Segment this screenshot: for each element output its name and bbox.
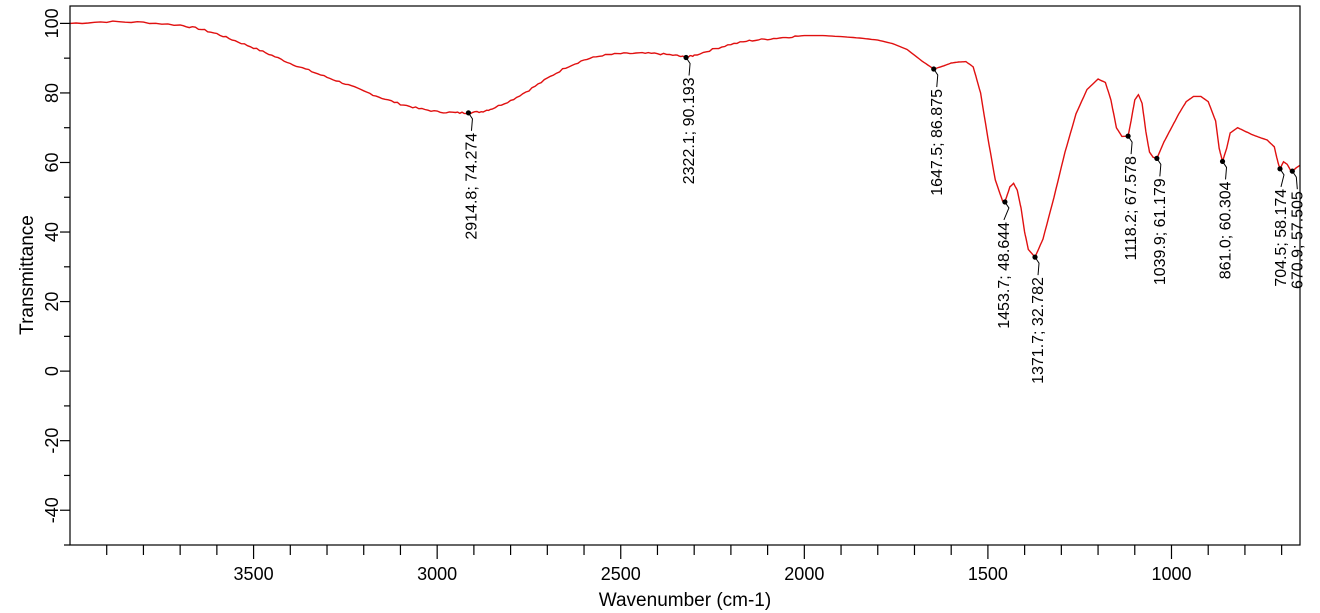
y-tick-label: 60 — [42, 152, 62, 172]
y-axis-title: Transmittance — [17, 215, 38, 335]
peak-label: 2322.1; 90.193 — [681, 77, 698, 184]
x-axis-title: Wavenumber (cm-1) — [599, 590, 771, 611]
x-tick-label: 1500 — [968, 564, 1008, 584]
peak-leader — [1222, 161, 1228, 180]
plot-frame — [69, 5, 1301, 546]
y-axis-ticks: -40 -20 0 20 40 60 80 100 — [42, 8, 70, 546]
y-tick-label: -20 — [42, 428, 62, 454]
peak-leader — [1279, 168, 1285, 187]
peak-leader — [1291, 170, 1298, 190]
peak-label: 2914.8; 74.274 — [463, 133, 480, 240]
peak-annotation: 670.9; 57.505 — [1289, 168, 1306, 289]
peak-label: 670.9; 57.505 — [1289, 191, 1306, 289]
peak-label: 861.0; 60.304 — [1218, 181, 1235, 279]
peak-annotation: 1039.9; 61.179 — [1152, 155, 1169, 285]
peak-leader — [1034, 256, 1040, 276]
peak-annotation: 2322.1; 90.193 — [681, 54, 698, 184]
peak-label: 1647.5; 86.875 — [929, 89, 946, 196]
peak-marker — [1219, 158, 1226, 165]
peak-leader — [1127, 135, 1133, 155]
y-tick-label: 100 — [42, 8, 62, 38]
peak-leader — [1156, 158, 1162, 177]
peak-marker — [1154, 155, 1160, 161]
x-tick-label: 2000 — [784, 564, 824, 584]
peak-leader — [933, 68, 939, 88]
y-tick-label: 40 — [42, 222, 62, 242]
peak-annotation: 1453.7; 48.644 — [996, 199, 1013, 329]
x-axis-ticks: 3500 3000 2500 2000 1500 1000 — [106, 545, 1283, 584]
peak-leader — [468, 112, 473, 131]
x-tick-label: 1000 — [1151, 564, 1191, 584]
peak-label: 1039.9; 61.179 — [1152, 178, 1169, 285]
peak-leader — [685, 57, 691, 76]
y-tick-label: -40 — [42, 497, 62, 523]
x-tick-label: 3500 — [234, 564, 274, 584]
peak-annotation: 1647.5; 86.875 — [929, 66, 946, 196]
y-tick-label: 20 — [42, 292, 62, 312]
peak-label: 1453.7; 48.644 — [996, 222, 1013, 329]
peak-annotation: 704.5; 58.174 — [1273, 166, 1290, 287]
peak-leader — [1003, 201, 1010, 221]
peak-annotation: 861.0; 60.304 — [1218, 158, 1235, 279]
peak-marker — [465, 110, 472, 116]
peak-annotation: 1118.2; 67.578 — [1123, 133, 1140, 261]
peak-annotation: 1371.7; 32.782 — [1030, 254, 1047, 384]
peak-label: 1371.7; 32.782 — [1030, 277, 1047, 384]
peak-annotation: 2914.8; 74.274 — [463, 110, 480, 240]
y-tick-label: 0 — [42, 366, 62, 376]
x-tick-label: 3000 — [417, 564, 457, 584]
peak-marker — [1277, 166, 1283, 172]
peak-annotations: 2914.8; 74.274 2322.1; 90.193 1647.5; 86.8… — [463, 54, 1306, 384]
peak-label: 1118.2; 67.578 — [1123, 156, 1140, 260]
spectrum-line — [69, 20, 1301, 259]
peak-label: 704.5; 58.174 — [1273, 189, 1290, 287]
y-tick-label: 80 — [42, 83, 62, 103]
x-tick-label: 2500 — [601, 564, 641, 584]
